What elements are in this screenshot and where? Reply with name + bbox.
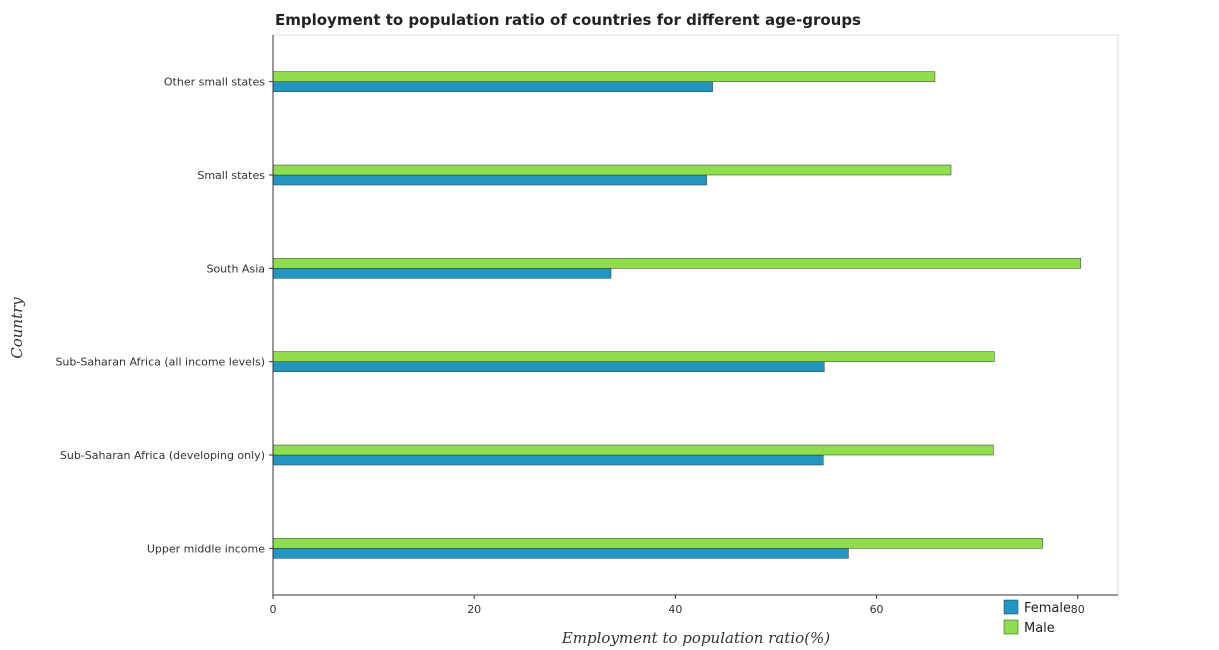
y-tick-label-4: Sub-Saharan Africa (developing only) (60, 449, 265, 462)
y-tick-label-2: South Asia (206, 262, 265, 275)
bars (272, 71, 1082, 559)
x-tick-label-2: 40 (668, 603, 682, 616)
x-tick-label-0: 0 (270, 603, 277, 616)
bar-male-3 (272, 351, 995, 362)
bar-female-4 (272, 454, 824, 466)
x-tick-label-3: 60 (870, 603, 884, 616)
bar-female-1 (272, 174, 707, 186)
x-axis-label: Employment to population ratio(%) (561, 629, 830, 647)
y-tick-label-5: Upper middle income (147, 542, 265, 555)
bar-female-0 (272, 81, 713, 92)
y-tick-label-1: Small states (197, 169, 265, 182)
y-ticks: Other small states Small states South Asia… (55, 76, 273, 555)
bar-male-0 (272, 71, 936, 82)
x-tick-label-4: 80 (1071, 603, 1085, 616)
bar-female-3 (272, 361, 825, 372)
x-ticks: 0 20 40 60 80 (270, 595, 1085, 616)
legend-label-female: Female (1024, 601, 1071, 616)
plot-frame (272, 34, 1119, 596)
y-tick-label-0: Other small states (164, 76, 265, 89)
legend: Female Male (1003, 599, 1071, 636)
chart-title: Employment to population ratio of countr… (275, 11, 861, 29)
bar-female-2 (272, 268, 612, 279)
y-axis-label: Country (8, 297, 26, 359)
bar-male-4 (272, 444, 994, 456)
bar-male-1 (272, 164, 952, 176)
bar-male-2 (272, 258, 1082, 269)
x-tick-label-1: 20 (467, 603, 481, 616)
bar-female-5 (272, 548, 849, 559)
legend-swatch-female (1003, 599, 1019, 615)
legend-label-male: Male (1024, 621, 1055, 636)
legend-swatch-male (1003, 619, 1019, 635)
bar-male-5 (272, 538, 1043, 549)
y-tick-label-3: Sub-Saharan Africa (all income levels) (55, 356, 265, 369)
